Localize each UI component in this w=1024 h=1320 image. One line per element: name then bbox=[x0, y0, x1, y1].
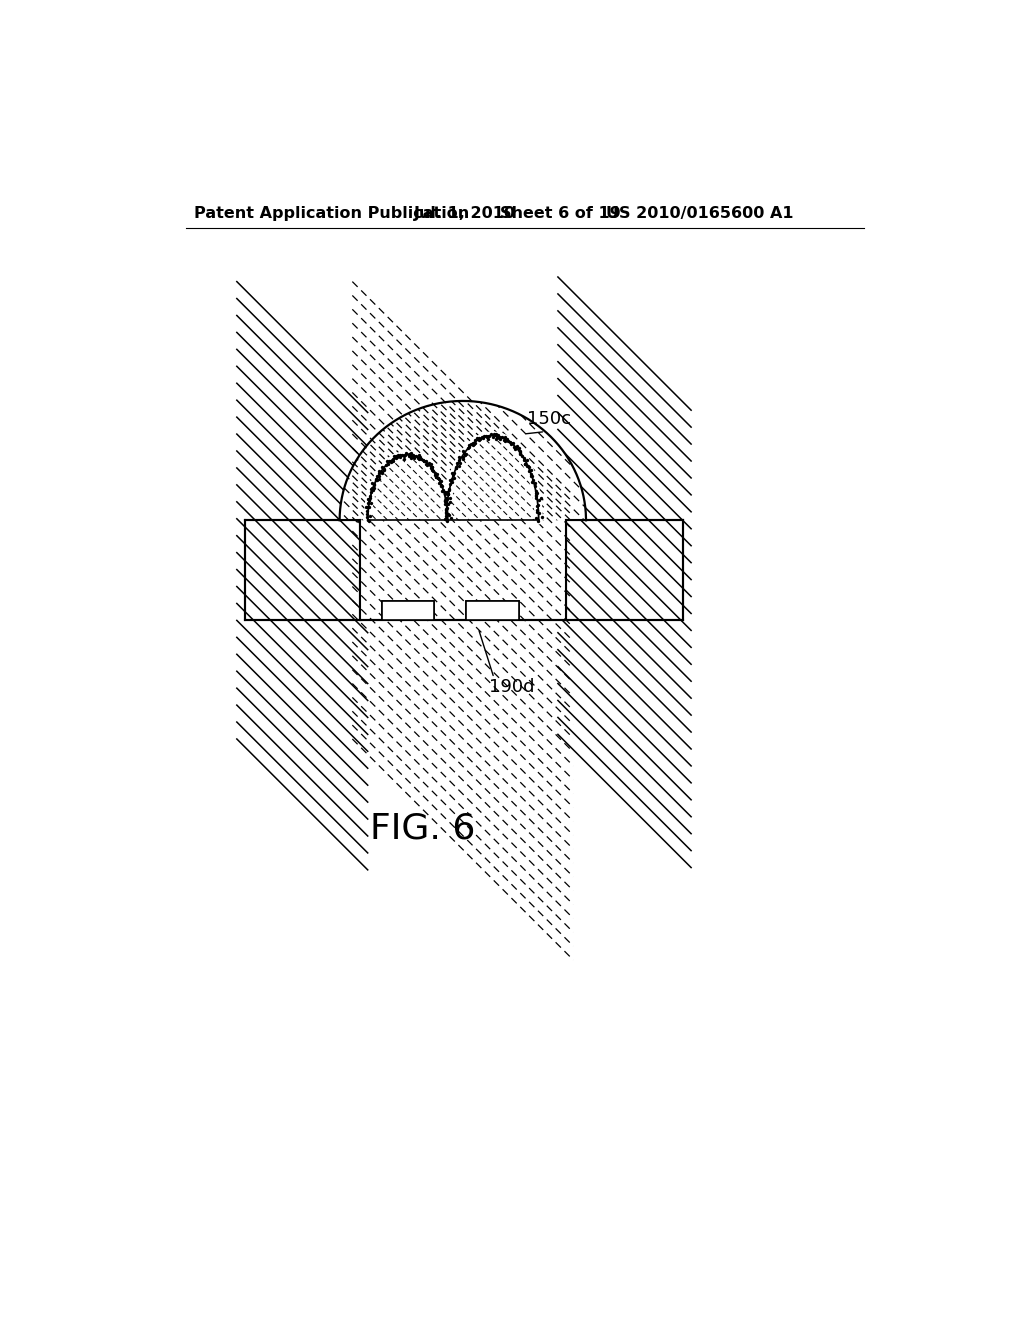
Text: 150c: 150c bbox=[527, 411, 571, 428]
Bar bbox=[466, 601, 518, 620]
Text: Patent Application Publication: Patent Application Publication bbox=[194, 206, 469, 222]
Polygon shape bbox=[446, 436, 539, 520]
Bar bbox=[360, 520, 565, 620]
Bar bbox=[245, 520, 360, 620]
Text: US 2010/0165600 A1: US 2010/0165600 A1 bbox=[605, 206, 794, 222]
Polygon shape bbox=[340, 401, 586, 520]
Text: Sheet 6 of 19: Sheet 6 of 19 bbox=[500, 206, 621, 222]
Bar bbox=[466, 601, 518, 620]
Text: Jul. 1, 2010: Jul. 1, 2010 bbox=[414, 206, 516, 222]
Polygon shape bbox=[368, 455, 447, 520]
Text: FIG. 6: FIG. 6 bbox=[371, 812, 476, 845]
Bar bbox=[382, 601, 434, 620]
Text: 190d: 190d bbox=[488, 678, 535, 696]
Bar bbox=[360, 520, 565, 620]
Bar bbox=[565, 520, 683, 620]
Bar bbox=[382, 601, 434, 620]
